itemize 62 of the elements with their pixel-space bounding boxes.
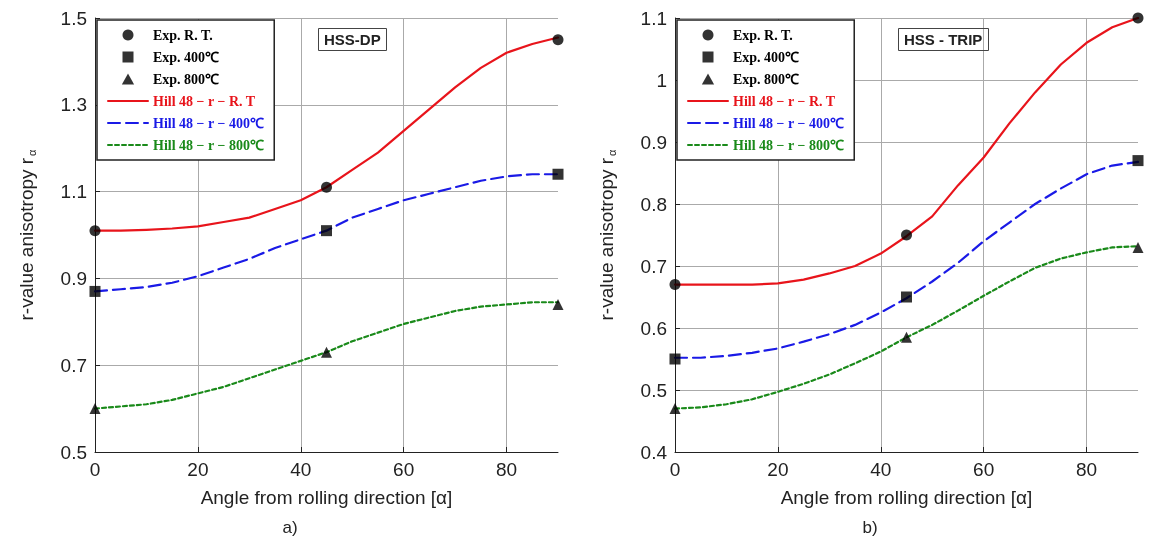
legend-label: Exp. 400℃ (153, 49, 220, 65)
y-tick-label: 0.7 (640, 255, 667, 277)
text: HSS - TRIP (904, 31, 983, 48)
point (321, 225, 332, 237)
y-tick-label: 1.3 (60, 94, 87, 116)
text: HSS-DP (324, 31, 381, 48)
y-tick-label: 0.6 (640, 317, 667, 339)
y-tick-label: 0.7 (60, 354, 87, 376)
legend-label: Hill 48 − r − R. T (153, 93, 256, 109)
y-tick-label: 1.1 (640, 7, 667, 29)
y-axis-title: r-value anisotropy rα (16, 148, 38, 321)
x-tick-label: 80 (1075, 459, 1098, 480)
x-axis-title: Angle from rolling direction [α] (780, 487, 1033, 508)
x-tick-label: 80 (495, 459, 518, 480)
point (669, 403, 681, 415)
y-tick-label: 1.5 (60, 7, 87, 29)
point (552, 298, 564, 310)
y-axis-title: r-value anisotropy rα (596, 148, 618, 321)
x-tick-label: 0 (89, 459, 101, 480)
legend-label: Exp. R. T. (153, 27, 213, 43)
point (1132, 241, 1144, 253)
point (901, 229, 912, 241)
y-tick-label: 0.5 (640, 379, 667, 401)
y-tick-label: 1.1 (60, 181, 87, 203)
point (669, 353, 681, 365)
x-axis-title: Angle from rolling direction [α] (200, 487, 453, 508)
x-tick-label: 0 (669, 459, 681, 480)
y-tick-label: 0.8 (640, 193, 667, 215)
x-tick-label: 60 (393, 459, 415, 480)
legend-label: Exp. 800℃ (733, 71, 800, 87)
point (901, 331, 912, 343)
point (552, 168, 564, 180)
point (89, 285, 101, 297)
point (89, 225, 101, 237)
text: a) (282, 518, 298, 537)
legend-label: Exp. 400℃ (733, 49, 800, 65)
y-tick-label: 0.9 (60, 267, 87, 289)
point (1132, 155, 1144, 167)
point (89, 403, 101, 415)
legend-label: Exp. R. T. (733, 27, 793, 43)
x-tick-label: 60 (973, 459, 995, 480)
x-tick-label: 40 (290, 459, 312, 480)
point (901, 291, 912, 303)
point (321, 181, 332, 193)
y-tick-label: 1 (656, 69, 667, 91)
legend-label: Hill 48 − r − 800℃ (153, 137, 264, 153)
point (669, 279, 681, 291)
point (321, 346, 332, 358)
legend-label: Exp. 800℃ (153, 71, 220, 87)
x-tick-label: 20 (187, 459, 209, 480)
legend-label: Hill 48 − r − 400℃ (153, 115, 264, 131)
legend-label: Hill 48 − r − 800℃ (733, 137, 844, 153)
point (1132, 12, 1144, 24)
x-tick-label: 20 (767, 459, 789, 480)
legend-label: Hill 48 − r − 400℃ (733, 115, 844, 131)
y-tick-label: 0.4 (640, 441, 668, 463)
y-tick-label: 0.5 (60, 441, 87, 463)
x-tick-label: 40 (870, 459, 892, 480)
point (552, 34, 564, 46)
legend-label: Hill 48 − r − R. T (733, 93, 836, 109)
y-tick-label: 0.9 (640, 131, 667, 153)
text: b) (862, 518, 878, 537)
